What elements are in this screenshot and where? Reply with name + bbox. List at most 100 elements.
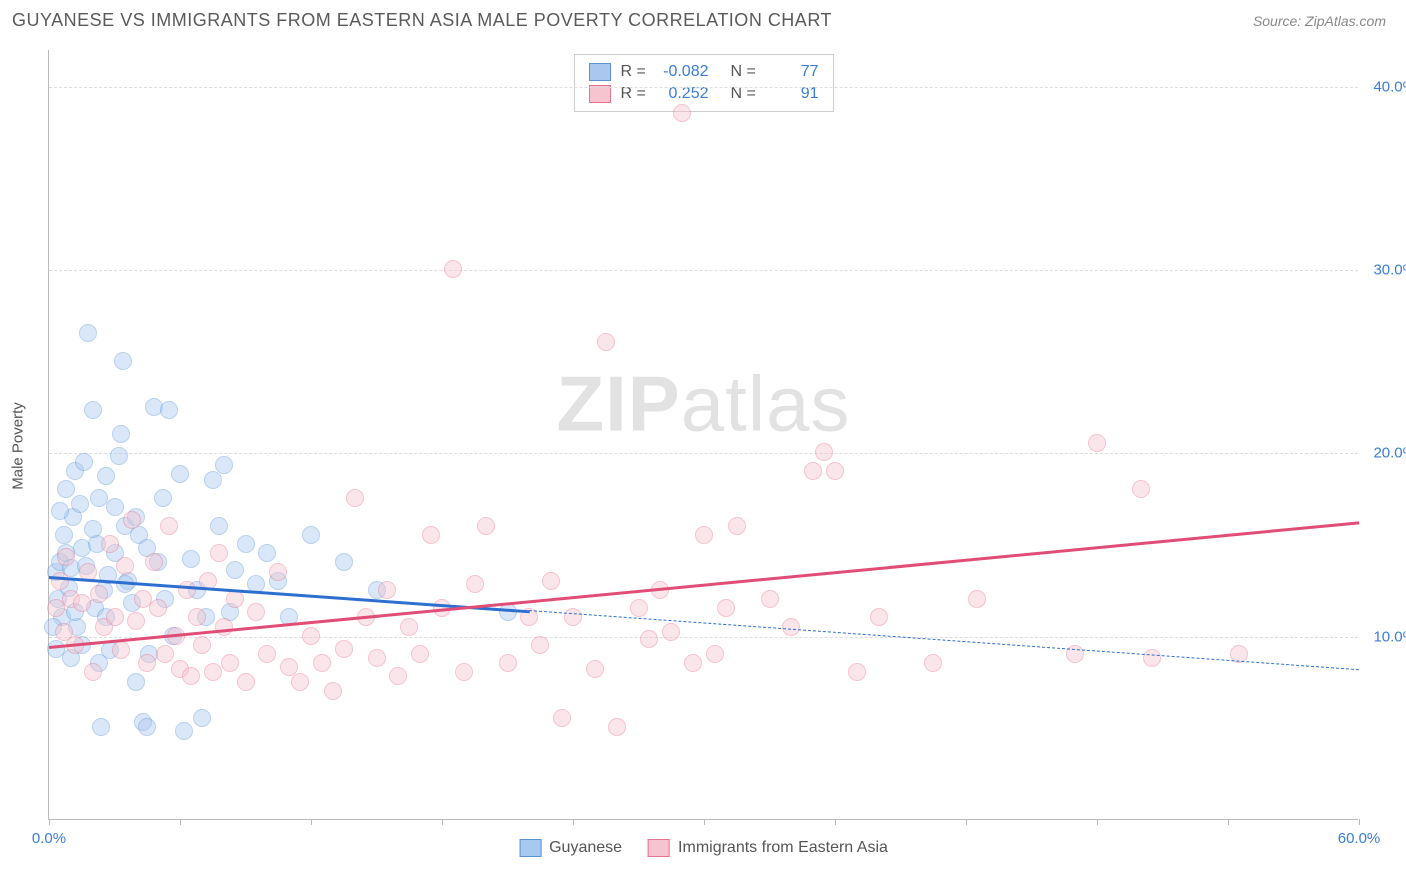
chart-source: Source: ZipAtlas.com bbox=[1253, 13, 1386, 29]
data-point bbox=[695, 526, 713, 544]
data-point bbox=[71, 495, 89, 513]
data-point bbox=[79, 324, 97, 342]
data-point bbox=[531, 636, 549, 654]
data-point bbox=[1143, 649, 1161, 667]
data-point bbox=[968, 590, 986, 608]
data-point bbox=[114, 352, 132, 370]
x-tick bbox=[49, 819, 50, 825]
data-point bbox=[110, 447, 128, 465]
data-point bbox=[112, 641, 130, 659]
data-point bbox=[378, 581, 396, 599]
data-point bbox=[171, 465, 189, 483]
data-point bbox=[324, 682, 342, 700]
legend-stats: R =-0.082N =77R =0.252N =91 bbox=[574, 54, 834, 112]
x-tick bbox=[442, 819, 443, 825]
chart-header: GUYANESE VS IMMIGRANTS FROM EASTERN ASIA… bbox=[0, 0, 1406, 36]
legend-label: Immigrants from Eastern Asia bbox=[678, 839, 888, 857]
data-point bbox=[564, 608, 582, 626]
data-point bbox=[291, 673, 309, 691]
watermark: ZIPatlas bbox=[556, 358, 850, 449]
data-point bbox=[106, 608, 124, 626]
data-point bbox=[640, 630, 658, 648]
data-point bbox=[156, 645, 174, 663]
n-value: 77 bbox=[769, 63, 819, 81]
data-point bbox=[193, 709, 211, 727]
data-point bbox=[368, 649, 386, 667]
legend-item: Guyanese bbox=[519, 839, 622, 857]
x-tick bbox=[1359, 819, 1360, 825]
legend-swatch bbox=[519, 839, 541, 857]
data-point bbox=[178, 581, 196, 599]
data-point bbox=[90, 489, 108, 507]
data-point bbox=[92, 718, 110, 736]
data-point bbox=[138, 718, 156, 736]
data-point bbox=[444, 260, 462, 278]
data-point bbox=[499, 654, 517, 672]
y-axis-title: Male Poverty bbox=[10, 402, 27, 490]
gridline bbox=[49, 637, 1358, 638]
data-point bbox=[477, 517, 495, 535]
data-point bbox=[237, 673, 255, 691]
n-label: N = bbox=[731, 63, 759, 81]
data-point bbox=[188, 608, 206, 626]
data-point bbox=[662, 623, 680, 641]
data-point bbox=[123, 511, 141, 529]
data-point bbox=[112, 425, 130, 443]
data-point bbox=[673, 104, 691, 122]
data-point bbox=[608, 718, 626, 736]
data-point bbox=[55, 526, 73, 544]
legend-series: Guyanese Immigrants from Eastern Asia bbox=[519, 839, 888, 857]
data-point bbox=[804, 462, 822, 480]
data-point bbox=[160, 517, 178, 535]
r-label: R = bbox=[621, 85, 649, 103]
data-point bbox=[215, 456, 233, 474]
data-point bbox=[149, 599, 167, 617]
data-point bbox=[313, 654, 331, 672]
data-point bbox=[75, 453, 93, 471]
legend-swatch bbox=[589, 63, 611, 81]
data-point bbox=[127, 673, 145, 691]
data-point bbox=[84, 520, 102, 538]
r-label: R = bbox=[621, 63, 649, 81]
data-point bbox=[237, 535, 255, 553]
data-point bbox=[826, 462, 844, 480]
chart-title: GUYANESE VS IMMIGRANTS FROM EASTERN ASIA… bbox=[12, 10, 832, 31]
data-point bbox=[51, 502, 69, 520]
data-point bbox=[389, 667, 407, 685]
scatter-chart: ZIPatlas R =-0.082N =77R =0.252N =91 Guy… bbox=[48, 50, 1358, 820]
data-point bbox=[154, 489, 172, 507]
y-tick-label: 40.0% bbox=[1366, 78, 1406, 95]
data-point bbox=[47, 640, 65, 658]
data-point bbox=[586, 660, 604, 678]
y-tick-label: 10.0% bbox=[1366, 628, 1406, 645]
x-tick bbox=[966, 819, 967, 825]
data-point bbox=[258, 544, 276, 562]
data-point bbox=[717, 599, 735, 617]
data-point bbox=[302, 627, 320, 645]
data-point bbox=[466, 575, 484, 593]
data-point bbox=[215, 618, 233, 636]
data-point bbox=[221, 654, 239, 672]
data-point bbox=[127, 612, 145, 630]
x-tick bbox=[704, 819, 705, 825]
data-point bbox=[101, 535, 119, 553]
data-point bbox=[160, 401, 178, 419]
data-point bbox=[335, 640, 353, 658]
data-point bbox=[499, 603, 517, 621]
r-value: 0.252 bbox=[659, 85, 709, 103]
gridline bbox=[49, 87, 1358, 88]
data-point bbox=[706, 645, 724, 663]
data-point bbox=[924, 654, 942, 672]
data-point bbox=[210, 544, 228, 562]
gridline bbox=[49, 270, 1358, 271]
data-point bbox=[204, 663, 222, 681]
x-tick-label: 60.0% bbox=[1338, 830, 1381, 847]
data-point bbox=[258, 645, 276, 663]
x-tick bbox=[180, 819, 181, 825]
data-point bbox=[848, 663, 866, 681]
data-point bbox=[728, 517, 746, 535]
data-point bbox=[1132, 480, 1150, 498]
legend-swatch bbox=[589, 85, 611, 103]
data-point bbox=[90, 585, 108, 603]
data-point bbox=[1088, 434, 1106, 452]
